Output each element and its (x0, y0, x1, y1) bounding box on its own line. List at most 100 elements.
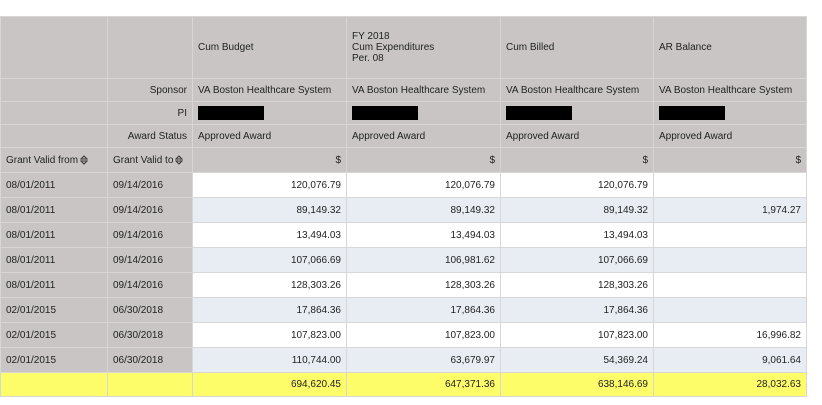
amount-cell: 17,864.36 (500, 297, 654, 323)
date-cell: 09/14/2016 (107, 172, 193, 198)
header-text: Grant Valid from (6, 154, 79, 166)
column-header: Cum Billed (500, 16, 654, 79)
report: Cum Budget FY 2018 Cum Expenditures Per. 08… (0, 16, 807, 397)
column-header: Cum Budget (192, 16, 347, 79)
amount-cell: 16,996.82 (653, 322, 807, 348)
amount-cell (653, 172, 807, 198)
amount-cell: 13,494.03 (346, 222, 501, 248)
pi-cell (346, 101, 501, 125)
amount-cell: 107,066.69 (500, 247, 654, 273)
amount-cell (653, 297, 807, 323)
date-cell: 02/01/2015 (0, 322, 108, 348)
date-cell: 08/01/2011 (0, 247, 108, 273)
header-text: $ (642, 154, 648, 166)
row: Cum Budget FY 2018 Cum Expenditures Per. 08… (0, 16, 807, 79)
amount-cell: 128,303.26 (346, 272, 501, 298)
amount-cell: 107,823.00 (192, 322, 347, 348)
amount-cell: 120,076.79 (500, 172, 654, 198)
row-label: Sponsor (107, 78, 193, 102)
redaction (198, 106, 264, 120)
table-header: $ (346, 147, 501, 173)
cell (107, 372, 193, 397)
amount-cell: 110,744.00 (192, 347, 347, 373)
sort-icon[interactable] (80, 155, 89, 165)
redaction (352, 106, 418, 120)
column-title-line: Cum Expenditures (352, 42, 435, 53)
row-label: PI (107, 101, 193, 125)
date-cell: 09/14/2016 (107, 247, 193, 273)
column-title-line: Cum Budget (198, 42, 254, 53)
amount-cell: 107,823.00 (346, 322, 501, 348)
amount-cell: 128,303.26 (500, 272, 654, 298)
date-cell: 09/14/2016 (107, 222, 193, 248)
column-title-line: Cum Billed (506, 42, 555, 53)
row: Sponsor VA Boston Healthcare System VA Bos… (0, 78, 807, 102)
row: PI (0, 101, 807, 125)
date-cell: 08/01/2011 (0, 222, 108, 248)
award-status: Approved Award (192, 124, 347, 148)
row: 694,620.45 647,371.36 638,146.69 28,032.63 (0, 372, 807, 397)
amount-cell: 89,149.32 (500, 197, 654, 223)
pi-cell (192, 101, 347, 125)
date-cell: 09/14/2016 (107, 197, 193, 223)
table-header: $ (500, 147, 654, 173)
sort-icon[interactable] (175, 155, 184, 165)
award-status: Approved Award (500, 124, 654, 148)
award-status: Approved Award (346, 124, 501, 148)
column-header: FY 2018 Cum Expenditures Per. 08 (346, 16, 501, 79)
header-text: Grant Valid to (113, 154, 174, 166)
cell (0, 101, 108, 125)
header-text: $ (795, 154, 801, 166)
amount-cell: 107,066.69 (192, 247, 347, 273)
column-title-line: AR Balance (659, 42, 712, 53)
total-cell: 694,620.45 (192, 372, 347, 397)
total-cell: 638,146.69 (500, 372, 654, 397)
amount-cell: 13,494.03 (500, 222, 654, 248)
amount-cell: 9,061.64 (653, 347, 807, 373)
amount-cell: 17,864.36 (192, 297, 347, 323)
amount-cell: 106,981.62 (346, 247, 501, 273)
report-table: Cum Budget FY 2018 Cum Expenditures Per. 08… (0, 16, 807, 397)
amount-cell: 107,823.00 (500, 322, 654, 348)
column-title-line: FY 2018 (352, 31, 390, 42)
amount-cell: 13,494.03 (192, 222, 347, 248)
redaction (659, 106, 725, 120)
sponsor: VA Boston Healthcare System (346, 78, 501, 102)
date-cell: 08/01/2011 (0, 272, 108, 298)
cell (0, 372, 108, 397)
date-cell: 08/01/2011 (0, 197, 108, 223)
date-cell: 06/30/2018 (107, 297, 193, 323)
row: 02/01/2015 06/30/2018 17,864.36 17,864.36 17… (0, 297, 807, 323)
total-cell: 28,032.63 (653, 372, 807, 397)
date-cell: 02/01/2015 (0, 297, 108, 323)
column-title-line: Per. 08 (352, 53, 384, 64)
table-header: $ (192, 147, 347, 173)
row: 02/01/2015 06/30/2018 107,823.00 107,823.00… (0, 322, 807, 348)
cell (0, 78, 108, 102)
sponsor: VA Boston Healthcare System (500, 78, 654, 102)
date-cell: 06/30/2018 (107, 347, 193, 373)
cell (107, 16, 193, 79)
amount-cell: 128,303.26 (192, 272, 347, 298)
redaction (506, 106, 572, 120)
row: Grant Valid from Grant Valid to $ $ $ $ (0, 147, 807, 173)
table-header: $ (653, 147, 807, 173)
pi-cell (653, 101, 807, 125)
row: 08/01/2011 09/14/2016 120,076.79 120,076.79… (0, 172, 807, 198)
amount-cell (653, 272, 807, 298)
cell (0, 124, 108, 148)
amount-cell: 120,076.79 (192, 172, 347, 198)
column-header: AR Balance (653, 16, 807, 79)
amount-cell (653, 247, 807, 273)
cell (0, 16, 108, 79)
date-cell: 02/01/2015 (0, 347, 108, 373)
table-header[interactable]: Grant Valid from (0, 147, 108, 173)
header-text: $ (489, 154, 495, 166)
date-cell: 09/14/2016 (107, 272, 193, 298)
table-header[interactable]: Grant Valid to (107, 147, 193, 173)
amount-cell: 89,149.32 (192, 197, 347, 223)
row: 08/01/2011 09/14/2016 13,494.03 13,494.03 13… (0, 222, 807, 248)
award-status: Approved Award (653, 124, 807, 148)
row: 08/01/2011 09/14/2016 89,149.32 89,149.32 89… (0, 197, 807, 223)
